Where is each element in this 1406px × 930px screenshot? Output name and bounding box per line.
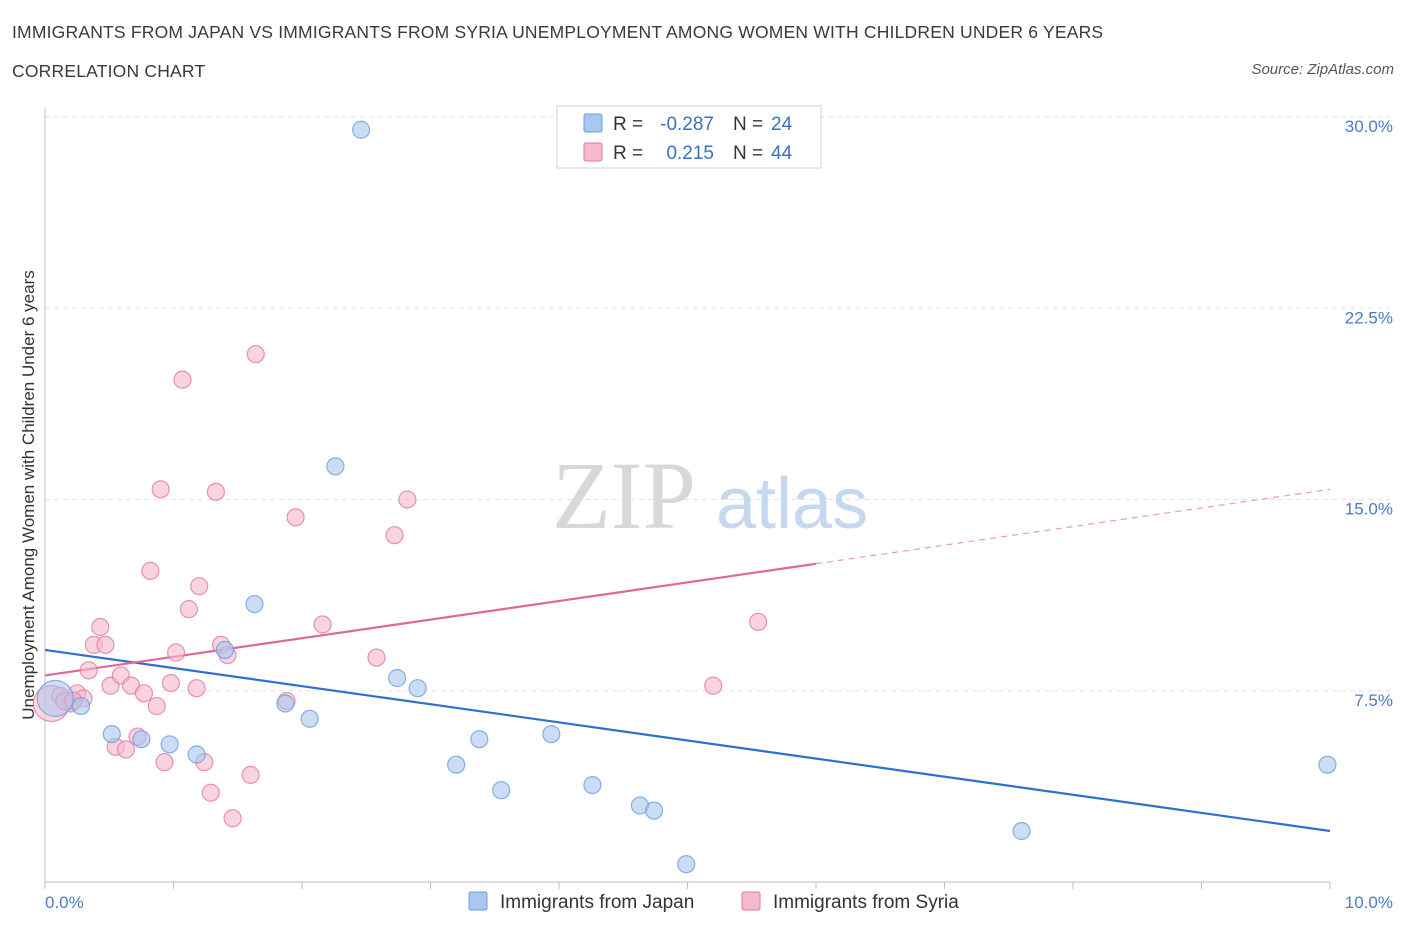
series-legend: Immigrants from Japan Immigrants from Sy… bbox=[468, 891, 959, 913]
point-series0-18 bbox=[583, 775, 602, 795]
point-series1-16 bbox=[141, 561, 160, 581]
trendline-0 bbox=[44, 648, 1331, 833]
series-legend-label-syria: Immigrants from Syria bbox=[773, 892, 959, 913]
watermark-atlas: atlas bbox=[716, 464, 868, 544]
point-series0-12 bbox=[387, 668, 407, 688]
legend-n-value-japan: 24 bbox=[771, 114, 793, 135]
point-series1-18 bbox=[151, 480, 170, 499]
point-series0-10 bbox=[326, 457, 345, 476]
chart-title: IMMIGRANTS FROM JAPAN VS IMMIGRANTS FROM… bbox=[12, 22, 1104, 42]
legend-r-value-japan: -0.287 bbox=[660, 114, 714, 135]
point-series1-5 bbox=[79, 661, 98, 680]
legend-n-label-japan: N = bbox=[733, 114, 763, 135]
point-series0-20 bbox=[644, 801, 664, 820]
trendline-1 bbox=[44, 562, 817, 677]
chart-subtitle: CORRELATION CHART bbox=[12, 61, 206, 81]
point-series1-23 bbox=[179, 600, 199, 619]
point-series1-37 bbox=[367, 648, 386, 667]
gridlines bbox=[45, 116, 1390, 692]
point-series0-5 bbox=[187, 745, 206, 764]
legend-n-value-syria: 44 bbox=[771, 143, 793, 164]
point-series0-4 bbox=[160, 735, 179, 754]
legend-r-label-syria: R = bbox=[613, 143, 643, 164]
point-series1-21 bbox=[166, 643, 186, 662]
legend-n-label-syria: N = bbox=[733, 143, 763, 164]
point-series0-14 bbox=[447, 755, 466, 774]
y-tick-label-1: 15.0% bbox=[1345, 500, 1393, 519]
point-series1-19 bbox=[155, 753, 174, 772]
point-series0-9 bbox=[300, 709, 319, 728]
point-series0-0 bbox=[36, 679, 74, 718]
watermark-zip: ZIP bbox=[552, 442, 696, 549]
point-series1-33 bbox=[246, 345, 265, 364]
watermark: ZIP atlas bbox=[552, 442, 868, 549]
chart-source: Source: ZipAtlas.com bbox=[1251, 61, 1394, 78]
point-series0-17 bbox=[542, 724, 561, 744]
point-series1-32 bbox=[241, 765, 260, 785]
point-series0-23 bbox=[1318, 755, 1337, 774]
point-series1-17 bbox=[147, 696, 166, 716]
point-series0-11 bbox=[352, 120, 371, 139]
point-series1-27 bbox=[201, 783, 220, 802]
series-legend-swatch-japan bbox=[468, 891, 488, 911]
series-legend-label-japan: Immigrants from Japan bbox=[500, 892, 694, 913]
legend-swatch-japan bbox=[583, 113, 603, 133]
point-series0-22 bbox=[1012, 821, 1031, 841]
point-series0-7 bbox=[245, 594, 264, 614]
trendline-extension-1 bbox=[815, 488, 1331, 565]
y-tick-label-0: 7.5% bbox=[1354, 691, 1393, 710]
tick-labels: 7.5% 15.0% 22.5% 30.0% 0.0% 10.0% bbox=[45, 117, 1393, 912]
y-tick-label-2: 22.5% bbox=[1345, 308, 1393, 327]
x-tick-label-1: 10.0% bbox=[1345, 893, 1393, 912]
point-series0-21 bbox=[677, 855, 696, 874]
x-ticks bbox=[44, 882, 1331, 889]
point-series0-2 bbox=[102, 724, 121, 744]
point-series1-7 bbox=[91, 617, 110, 637]
point-series1-35 bbox=[286, 508, 305, 527]
point-series0-8 bbox=[276, 694, 295, 713]
point-series1-36 bbox=[313, 615, 332, 634]
point-series0-15 bbox=[470, 730, 489, 749]
y-tick-label-3: 30.0% bbox=[1345, 117, 1393, 136]
point-series1-22 bbox=[173, 370, 192, 389]
point-series0-3 bbox=[132, 730, 151, 749]
point-series1-39 bbox=[398, 490, 417, 509]
point-series1-12 bbox=[116, 740, 136, 759]
point-series1-25 bbox=[190, 577, 209, 596]
legend-swatch-syria bbox=[583, 142, 603, 162]
point-series1-20 bbox=[161, 673, 181, 693]
data-points bbox=[32, 120, 1337, 874]
point-series0-6 bbox=[215, 640, 234, 660]
point-series0-16 bbox=[492, 781, 511, 800]
y-axis-label: Unemployment Among Women with Children U… bbox=[19, 270, 38, 719]
point-series1-31 bbox=[223, 809, 242, 828]
point-series0-13 bbox=[408, 679, 427, 698]
correlation-legend: R = -0.287 N = 24 R = 0.215 N = 44 bbox=[556, 105, 822, 169]
point-series0-1 bbox=[71, 696, 91, 716]
legend-r-label-japan: R = bbox=[613, 114, 643, 135]
point-series1-41 bbox=[749, 612, 768, 632]
point-series1-8 bbox=[96, 635, 115, 654]
point-series1-38 bbox=[385, 526, 404, 545]
legend-r-value-syria: 0.215 bbox=[666, 143, 714, 164]
point-series1-15 bbox=[134, 684, 154, 703]
x-tick-label-0: 0.0% bbox=[45, 893, 84, 912]
point-series1-24 bbox=[187, 679, 206, 698]
point-series1-40 bbox=[704, 676, 723, 695]
series-legend-swatch-syria bbox=[741, 891, 761, 911]
point-series1-28 bbox=[206, 482, 226, 501]
